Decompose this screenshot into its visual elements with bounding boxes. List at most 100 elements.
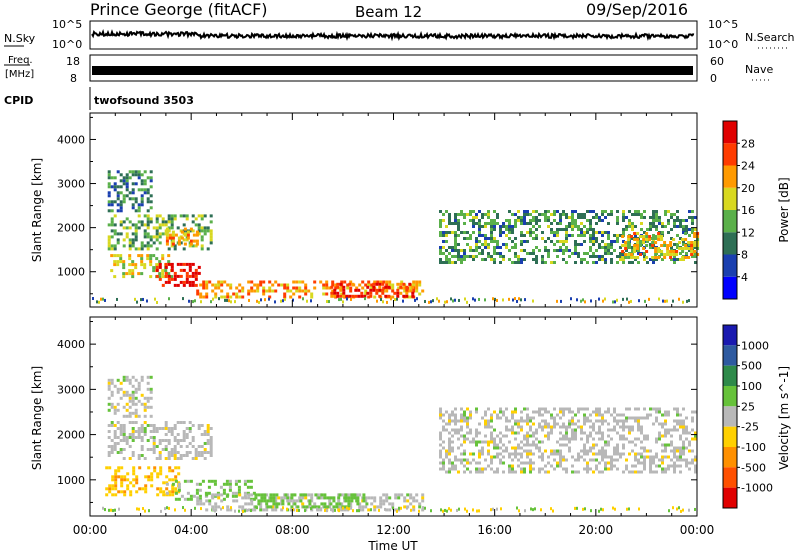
data-cell bbox=[209, 214, 213, 218]
data-cell bbox=[631, 428, 634, 432]
data-cell bbox=[156, 472, 160, 476]
data-cell bbox=[167, 262, 171, 266]
data-cell bbox=[173, 457, 177, 460]
data-cell bbox=[156, 475, 160, 479]
data-cell bbox=[640, 425, 643, 429]
data-cell bbox=[679, 470, 682, 474]
noise-cell bbox=[338, 298, 340, 302]
data-cell bbox=[205, 292, 209, 296]
data-cell bbox=[463, 452, 466, 456]
data-cell bbox=[445, 231, 448, 234]
data-cell bbox=[415, 286, 419, 290]
data-cell bbox=[439, 455, 442, 459]
data-cell bbox=[559, 452, 562, 456]
data-cell bbox=[167, 254, 171, 258]
data-cell bbox=[226, 295, 230, 299]
data-cell bbox=[234, 494, 238, 498]
data-cell bbox=[445, 249, 448, 252]
data-cell bbox=[574, 249, 577, 252]
noise-cell bbox=[364, 297, 366, 301]
data-cell bbox=[113, 411, 117, 415]
data-cell bbox=[116, 387, 120, 391]
data-cell bbox=[382, 280, 386, 284]
data-cell bbox=[547, 422, 550, 426]
data-cell bbox=[685, 464, 688, 468]
data-cell bbox=[649, 455, 652, 459]
nsky-panel: N.Sky 10^5 10^0 10^5 10^0 N.Search bbox=[4, 18, 795, 51]
data-cell bbox=[586, 464, 589, 468]
data-cell bbox=[490, 228, 493, 231]
data-cell bbox=[173, 271, 177, 275]
power-colorbar-label: Power [dB] bbox=[777, 177, 791, 242]
data-cell bbox=[463, 416, 466, 420]
data-cell bbox=[607, 434, 610, 438]
noise-cell bbox=[350, 506, 352, 510]
data-cell bbox=[679, 455, 682, 459]
data-cell bbox=[241, 505, 245, 509]
data-cell bbox=[657, 232, 661, 235]
noise-cell bbox=[244, 509, 246, 513]
data-cell bbox=[336, 291, 340, 295]
data-cell bbox=[690, 241, 694, 244]
noise-cell bbox=[628, 300, 630, 304]
data-cell bbox=[195, 239, 199, 243]
colorbar-swatch bbox=[723, 187, 737, 210]
data-cell bbox=[110, 439, 114, 442]
data-cell bbox=[159, 490, 163, 494]
data-cell bbox=[691, 231, 694, 234]
data-cell bbox=[128, 244, 132, 248]
data-cell bbox=[216, 491, 220, 495]
data-cell bbox=[180, 230, 184, 234]
data-cell bbox=[199, 292, 203, 296]
data-cell bbox=[140, 260, 144, 264]
data-cell bbox=[128, 269, 132, 273]
data-cell bbox=[203, 214, 207, 218]
data-cell bbox=[454, 216, 457, 219]
data-cell bbox=[633, 244, 637, 247]
data-cell bbox=[205, 295, 209, 299]
data-cell bbox=[484, 458, 487, 462]
data-cell bbox=[146, 241, 150, 245]
data-cell bbox=[628, 416, 631, 420]
data-cell bbox=[165, 236, 169, 240]
data-cell bbox=[195, 242, 199, 246]
data-cell bbox=[508, 452, 511, 456]
data-cell bbox=[493, 443, 496, 447]
data-cell bbox=[586, 467, 589, 471]
data-cell bbox=[448, 437, 451, 441]
colorbar-swatch bbox=[723, 254, 737, 277]
data-cell bbox=[107, 241, 111, 245]
data-cell bbox=[472, 255, 475, 258]
data-cell bbox=[111, 487, 115, 491]
data-cell bbox=[621, 244, 625, 247]
data-cell bbox=[550, 449, 553, 453]
data-cell bbox=[269, 499, 273, 503]
data-cell bbox=[511, 446, 514, 450]
data-cell bbox=[463, 216, 466, 219]
data-cell bbox=[478, 422, 481, 426]
data-cell bbox=[577, 213, 580, 216]
noise-cell bbox=[188, 299, 190, 303]
noise-cell bbox=[688, 508, 690, 512]
data-cell bbox=[640, 431, 643, 435]
data-cell bbox=[399, 285, 403, 289]
data-cell bbox=[577, 419, 580, 423]
data-cell bbox=[191, 262, 195, 266]
data-cell bbox=[223, 295, 227, 299]
data-cell bbox=[194, 451, 198, 454]
data-cell bbox=[146, 424, 150, 427]
data-cell bbox=[529, 467, 532, 471]
data-cell bbox=[508, 249, 511, 252]
data-cell bbox=[676, 216, 679, 219]
data-cell bbox=[122, 427, 126, 430]
data-cell bbox=[165, 475, 169, 479]
data-cell bbox=[607, 455, 610, 459]
data-cell bbox=[631, 213, 634, 216]
noise-cell bbox=[184, 508, 186, 512]
data-cell bbox=[565, 425, 568, 429]
data-cell bbox=[541, 419, 544, 423]
data-cell bbox=[202, 280, 206, 284]
data-cell bbox=[114, 487, 118, 491]
data-cell bbox=[669, 250, 673, 253]
data-cell bbox=[517, 219, 520, 222]
